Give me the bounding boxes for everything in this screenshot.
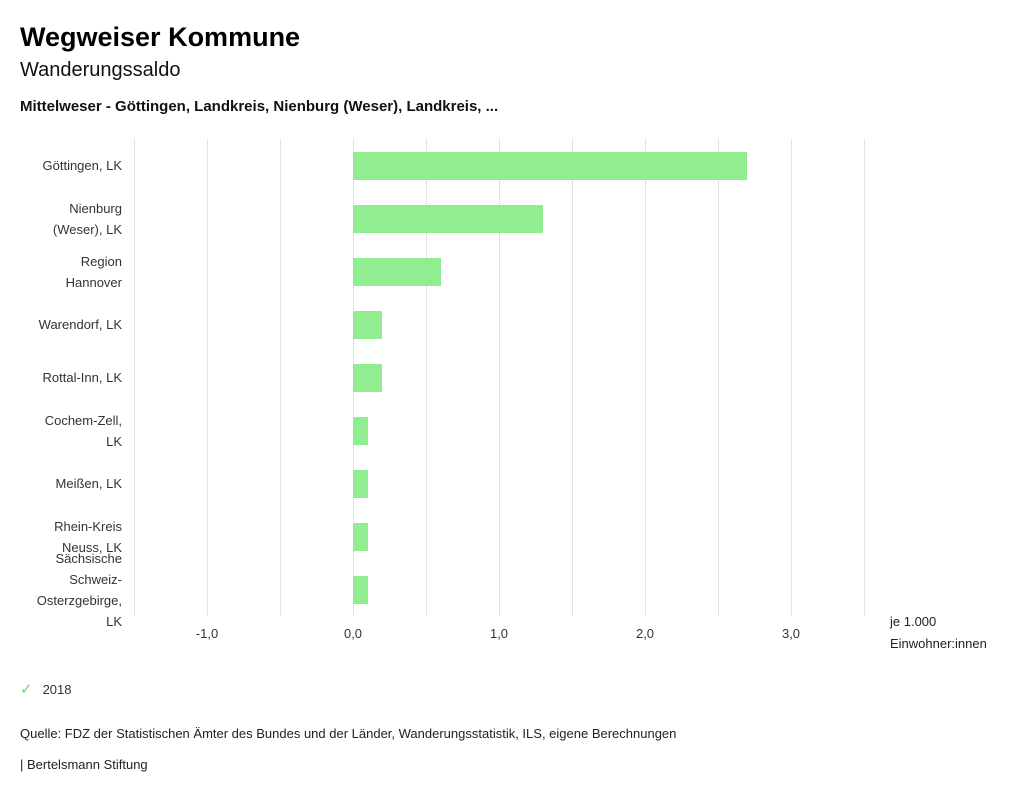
row-plot-area: [134, 563, 864, 616]
check-icon: ✓: [20, 681, 33, 698]
row-plot-area: [134, 457, 864, 510]
axis-unit-line-1: je 1.000: [890, 614, 937, 629]
category-label: Region Hannover: [65, 253, 122, 290]
page-title: Wegweiser Kommune: [20, 22, 301, 52]
bar-2[interactable]: [353, 257, 441, 286]
chart-row: Göttingen, LK: [20, 139, 1004, 192]
bar-5[interactable]: [353, 416, 368, 445]
chart-title: Wanderungssaldo: [20, 59, 181, 81]
bar-3[interactable]: [353, 310, 383, 339]
category-label: Göttingen, LK: [42, 158, 123, 173]
bar-0[interactable]: [353, 151, 748, 180]
legend-label: 2018: [42, 681, 72, 697]
chart-row: Nienburg (Weser), LK: [20, 192, 1004, 245]
chart-row: Region Hannover: [20, 245, 1004, 298]
bar-chart: Göttingen, LK Nienburg (Weser), LK Region Ha…: [20, 139, 1004, 654]
bar-6[interactable]: [353, 469, 368, 498]
category-label: Rottal-Inn, LK: [42, 370, 123, 385]
bar-1[interactable]: [353, 204, 543, 233]
bar-8[interactable]: [353, 575, 368, 604]
row-plot-area: [134, 351, 864, 404]
x-tick-label: -1,0: [195, 626, 219, 641]
brand-note: | Bertelsmann Stiftung: [20, 757, 148, 772]
gridline: [426, 139, 427, 616]
gridline: [207, 139, 208, 616]
category-label: Cochem-Zell, LK: [44, 412, 122, 449]
axis-unit-line-2: Einwohner:innen: [890, 636, 987, 651]
row-plot-area: [134, 245, 864, 298]
row-plot-area: [134, 510, 864, 563]
x-axis: -1,0 0,0 1,0 2,0 3,0: [134, 622, 864, 652]
row-plot-area: [134, 192, 864, 245]
chart-row: Cochem-Zell, LK: [20, 404, 1004, 457]
row-plot-area: [134, 139, 864, 192]
bar-7[interactable]: [353, 522, 368, 551]
row-plot-area: [134, 298, 864, 351]
bar-4[interactable]: [353, 363, 383, 392]
chart-subtitle: Mittelweser - Göttingen, Landkreis, Nien…: [20, 98, 499, 115]
gridline: [864, 139, 865, 616]
legend-item-2018[interactable]: ✓ 2018: [20, 680, 72, 698]
category-label: Warendorf, LK: [38, 317, 122, 332]
gridline: [280, 139, 281, 616]
x-tick-label: 3,0: [781, 626, 801, 641]
chart-row: Meißen, LK: [20, 457, 1004, 510]
gridline: [645, 139, 646, 616]
x-tick-label: 0,0: [343, 626, 363, 641]
category-label: Meißen, LK: [55, 476, 122, 491]
gridline: [134, 139, 135, 616]
category-label: Nienburg (Weser), LK: [52, 200, 122, 237]
gridline: [791, 139, 792, 616]
chart-row: Rhein-Kreis Neuss, LK: [20, 510, 1004, 563]
chart-row: Warendorf, LK: [20, 298, 1004, 351]
category-label: Sächsische Schweiz- Osterzgebirge, LK: [36, 550, 122, 629]
x-tick-label: 1,0: [489, 626, 509, 641]
gridline: [718, 139, 719, 616]
gridline: [499, 139, 500, 616]
source-note: Quelle: FDZ der Statistischen Ämter des …: [20, 726, 677, 741]
row-plot-area: [134, 404, 864, 457]
axis-unit-label: je 1.000 Einwohner:innen: [890, 611, 987, 655]
gridline: [572, 139, 573, 616]
chart-row: Sächsische Schweiz- Osterzgebirge, LK: [20, 551, 1004, 629]
chart-row: Rottal-Inn, LK: [20, 351, 1004, 404]
x-tick-label: 2,0: [635, 626, 655, 641]
chart-rows: Göttingen, LK Nienburg (Weser), LK Region Ha…: [20, 139, 1004, 629]
category-label: Rhein-Kreis Neuss, LK: [54, 518, 122, 555]
